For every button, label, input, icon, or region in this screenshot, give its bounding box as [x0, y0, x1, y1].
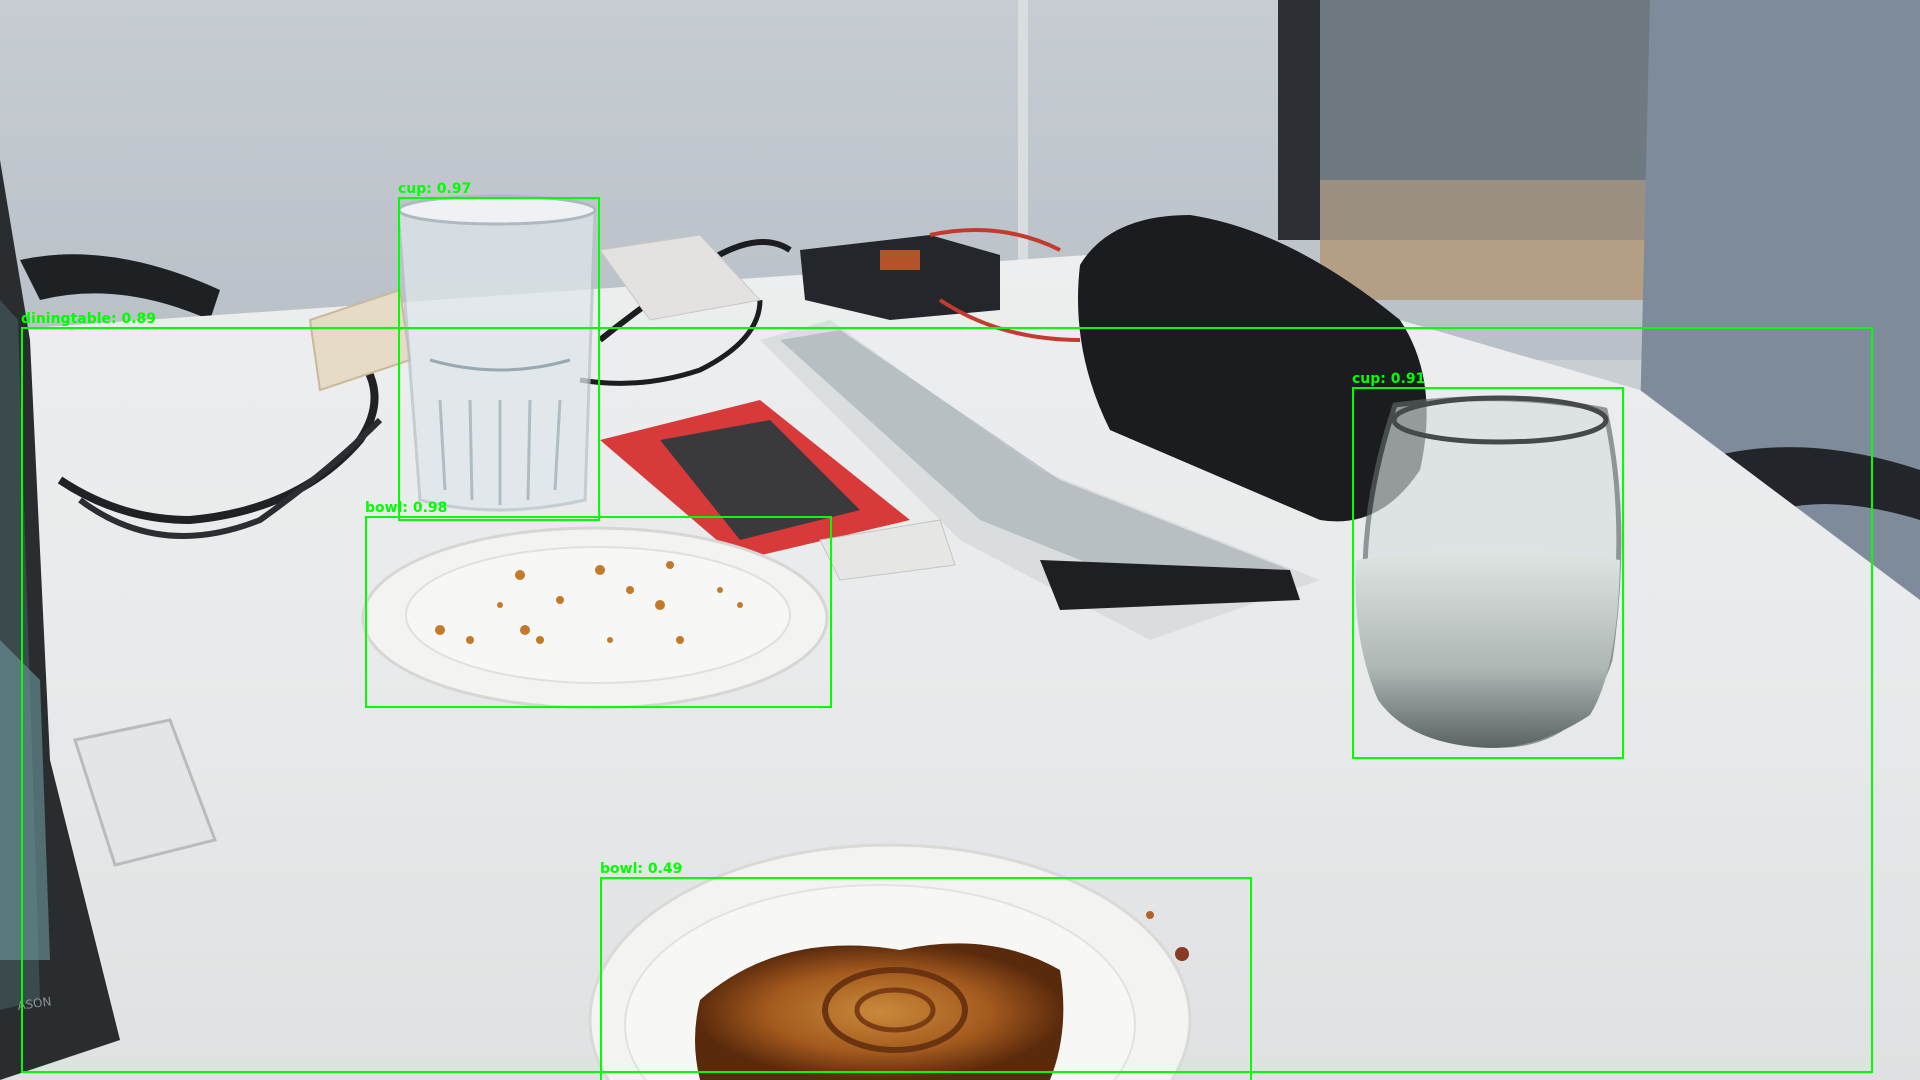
- detection-box-cup: cup: 0.97: [398, 182, 600, 521]
- detection-box-cup-right: cup: 0.91: [1352, 372, 1624, 759]
- door-frame: [1278, 0, 1320, 240]
- detection-label: cup: 0.97: [398, 181, 472, 197]
- detection-label: bowl: 0.98: [365, 500, 448, 516]
- component-box: [599, 234, 761, 321]
- detection-box-bowl-front: bowl: 0.49: [600, 862, 1252, 1080]
- detection-label: bowl: 0.49: [600, 861, 683, 877]
- detection-label: diningtable: 0.89: [21, 311, 157, 327]
- wall-seam: [1018, 0, 1028, 260]
- multimeter: [800, 235, 1000, 320]
- detection-box-diningtable: diningtable: 0.89: [21, 312, 1873, 1073]
- socket-plate: [73, 718, 217, 867]
- detection-label: cup: 0.91: [1352, 371, 1426, 387]
- chair-left: [20, 254, 220, 320]
- cable: [57, 326, 379, 525]
- pouch: [1078, 215, 1427, 522]
- crumbs: [435, 561, 743, 644]
- pastry: [695, 943, 1064, 1080]
- device-text: ASON: [16, 994, 52, 1013]
- detection-box-bowl: bowl: 0.98: [365, 501, 832, 708]
